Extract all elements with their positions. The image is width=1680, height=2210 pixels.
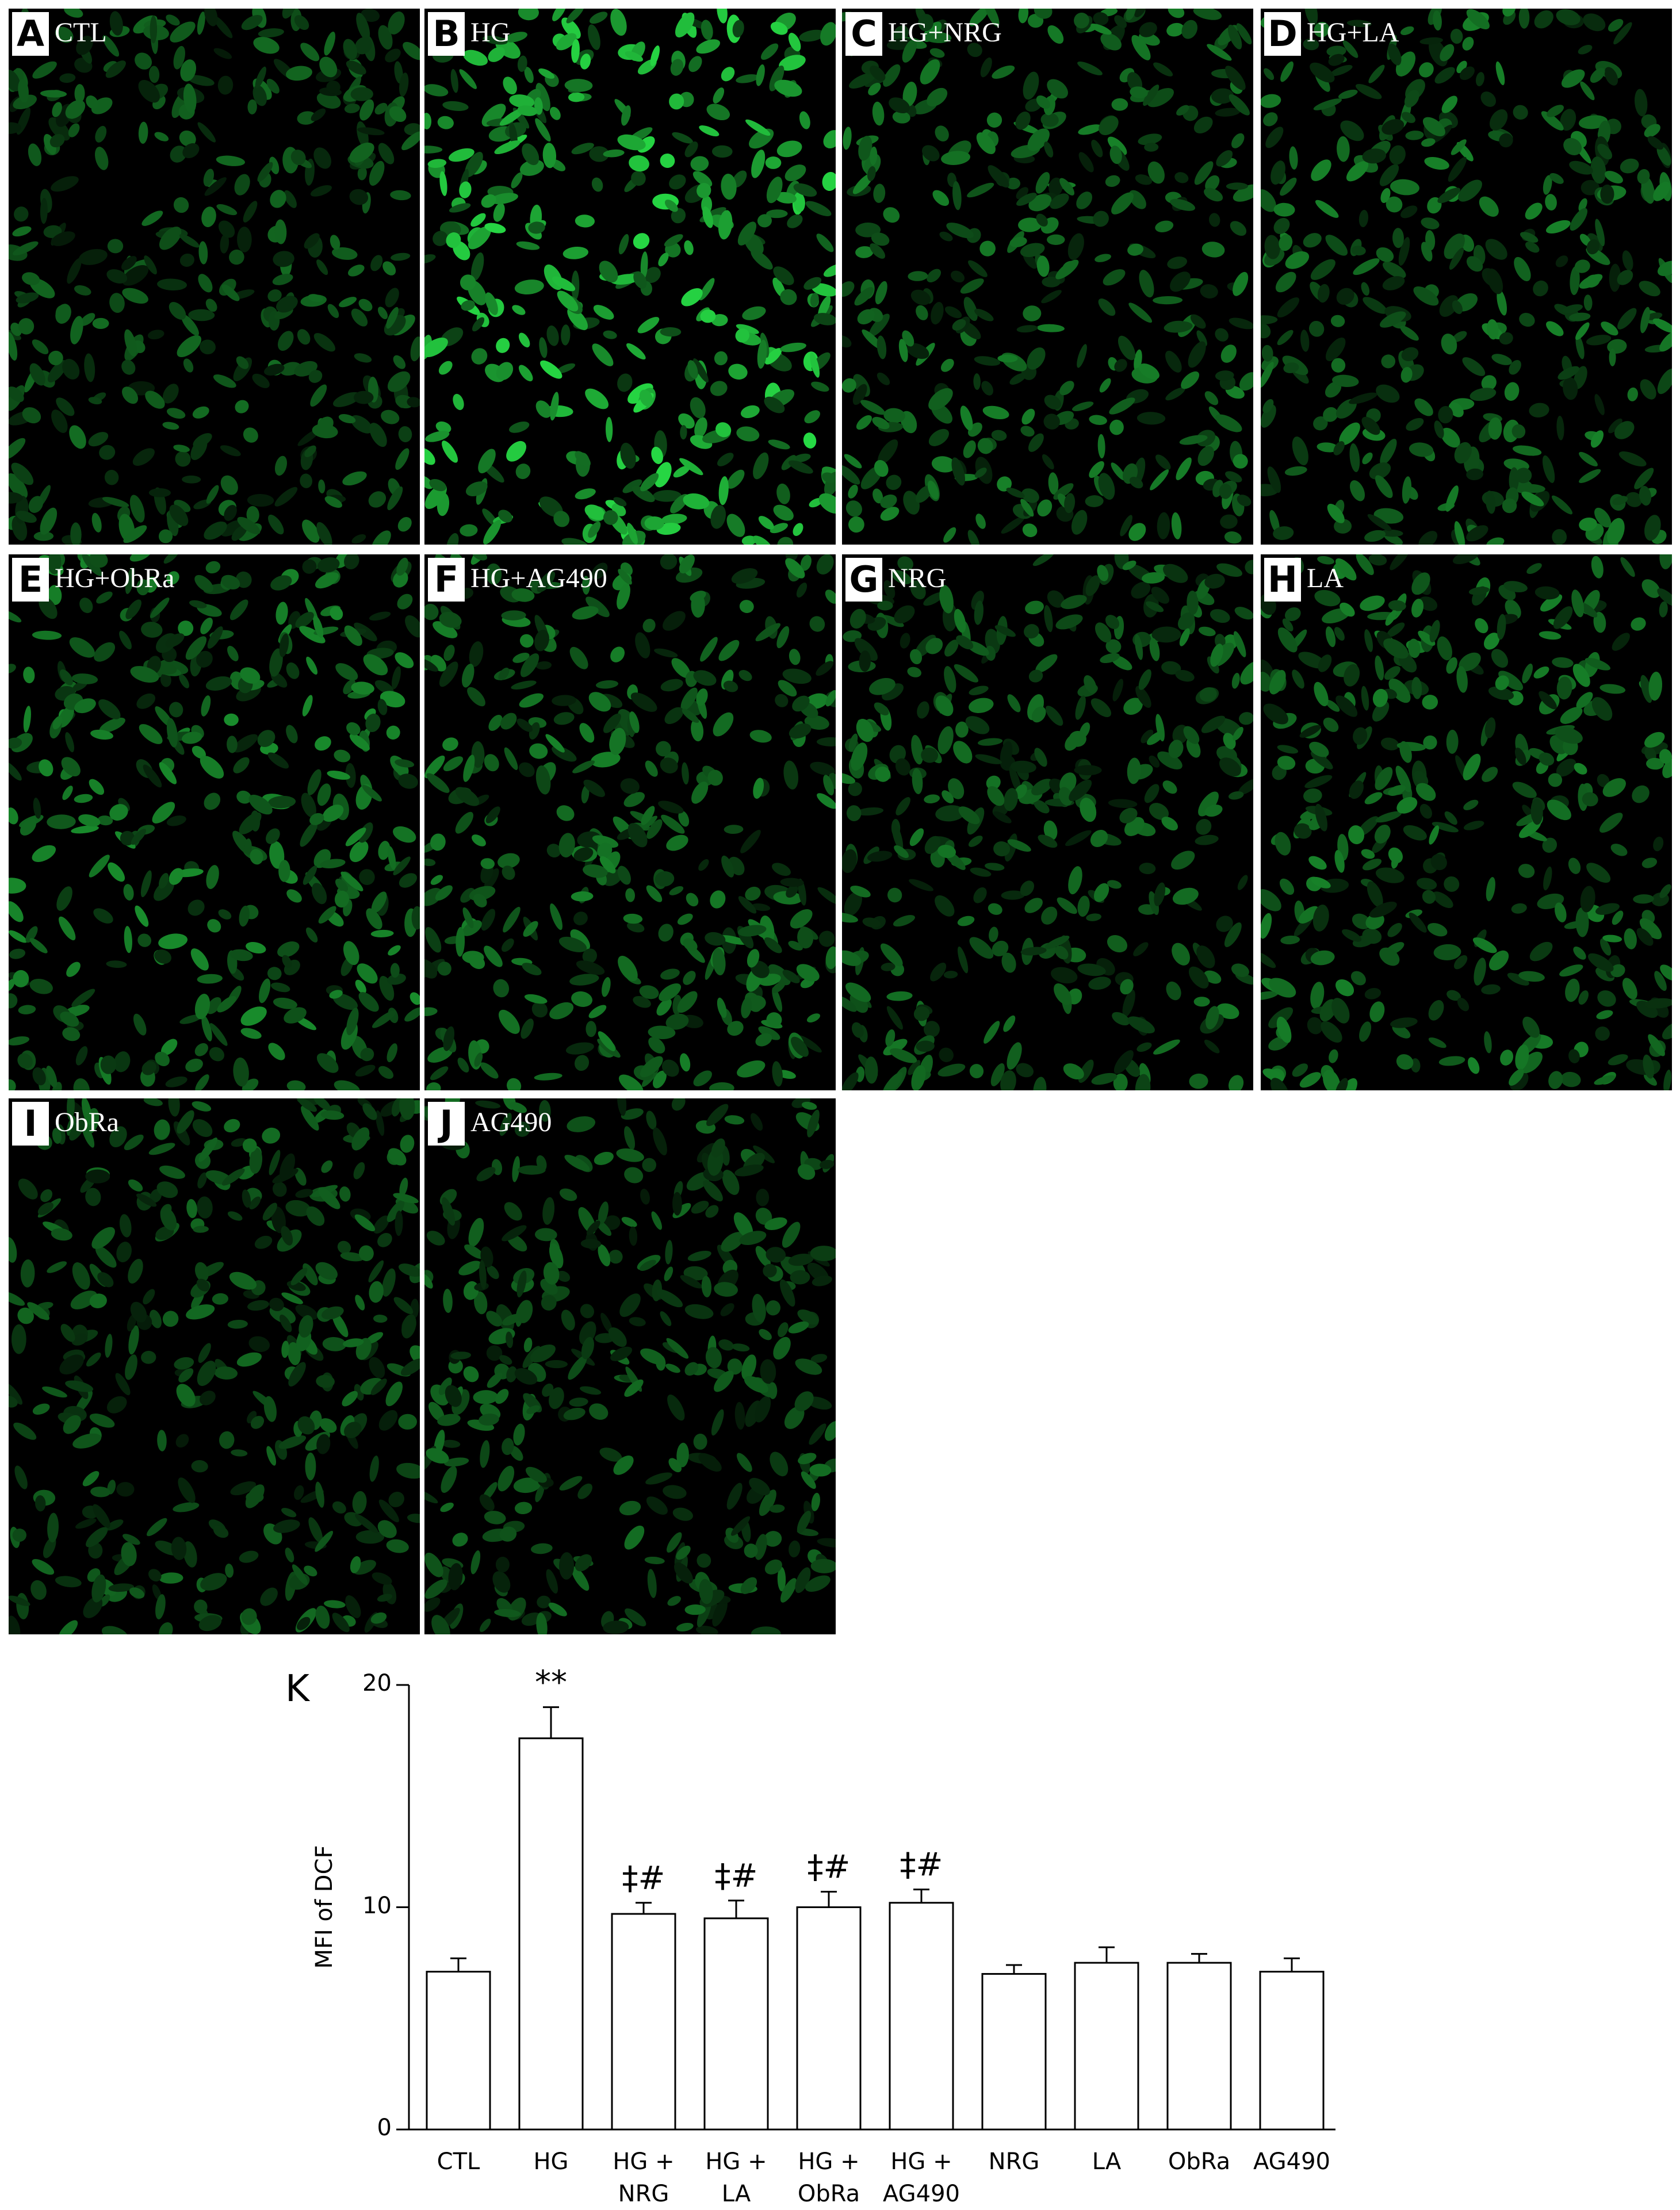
micrograph (424, 1098, 836, 1634)
micrograph-panel: I ObRa (9, 1098, 420, 1634)
x-tick-label: NRG (988, 2148, 1040, 2175)
panel-letter: E (12, 558, 49, 602)
panel-letter: F (428, 558, 465, 602)
panel-label: HG+NRG (888, 17, 1002, 48)
panel-letter: J (428, 1102, 465, 1146)
significance-mark: ** (535, 1664, 567, 1702)
bar (518, 1737, 584, 2131)
bar (1074, 1962, 1139, 2131)
micrograph-panel: D HG+LA (1261, 9, 1672, 545)
panel-letter: D (1264, 12, 1301, 56)
panel-label: HG+ObRa (55, 563, 175, 593)
x-tick-label: HG + LA (705, 2148, 767, 2207)
micrograph-panel: E HG+ObRa (9, 554, 420, 1090)
x-tick-label: HG + AG490 (882, 2148, 960, 2207)
micrograph (9, 554, 420, 1090)
bar (1166, 1962, 1232, 2131)
bar (1259, 1971, 1325, 2131)
bar (611, 1913, 676, 2131)
micrograph (9, 1098, 420, 1634)
micrograph-panel: B HG (424, 9, 836, 545)
panel-label: CTL (55, 17, 107, 48)
micrograph-panel: F HG+AG490 (424, 554, 836, 1090)
panel-label: HG+LA (1307, 17, 1399, 48)
x-tick-label: CTL (437, 2148, 480, 2175)
panel-letter: I (12, 1102, 49, 1146)
x-tick-label: ObRa (1168, 2148, 1231, 2175)
panel-letter: K (285, 1668, 309, 1710)
micrograph (842, 554, 1253, 1090)
x-tick-label: LA (1092, 2148, 1122, 2175)
micrograph-panel: A CTL (9, 9, 420, 545)
micrograph-panel: G NRG (842, 554, 1253, 1090)
x-tick-label: HG + NRG (613, 2148, 675, 2207)
panel-label: HG+AG490 (470, 563, 607, 593)
x-tick-label: HG + ObRa (797, 2148, 860, 2207)
bar (981, 1972, 1047, 2131)
y-tick-label: 20 (362, 1670, 392, 1696)
bar (426, 1971, 491, 2131)
x-tick-label: HG (533, 2148, 569, 2175)
panel-letter: B (428, 12, 465, 56)
bar (703, 1917, 769, 2131)
micrograph-panel: J AG490 (424, 1098, 836, 1634)
panel-label: HG (470, 17, 511, 48)
micrograph-panel: C HG+NRG (842, 9, 1253, 545)
panel-label: AG490 (470, 1107, 552, 1137)
panel-letter: C (845, 12, 882, 56)
bar (889, 1902, 954, 2131)
micrograph (1261, 554, 1672, 1090)
micrograph (842, 9, 1253, 545)
significance-mark: ‡# (808, 1848, 851, 1886)
panel-label: LA (1307, 563, 1344, 593)
micrograph (1261, 9, 1672, 545)
bar (796, 1906, 862, 2131)
y-tick-label: 0 (377, 2115, 392, 2141)
x-tick-label: AG490 (1253, 2148, 1330, 2175)
panel-letter: H (1264, 558, 1301, 602)
significance-mark: ‡# (900, 1847, 943, 1884)
micrograph (424, 554, 836, 1090)
panel-letter: G (845, 558, 882, 602)
panel-label: NRG (888, 563, 947, 593)
y-tick-label: 10 (362, 1892, 392, 1919)
micrograph (9, 9, 420, 545)
panel-label: ObRa (55, 1107, 119, 1137)
micrograph (424, 9, 836, 545)
significance-mark: ‡# (715, 1857, 758, 1895)
panel-letter: A (12, 12, 49, 56)
micrograph-panel: H LA (1261, 554, 1672, 1090)
significance-mark: ‡# (622, 1860, 665, 1897)
